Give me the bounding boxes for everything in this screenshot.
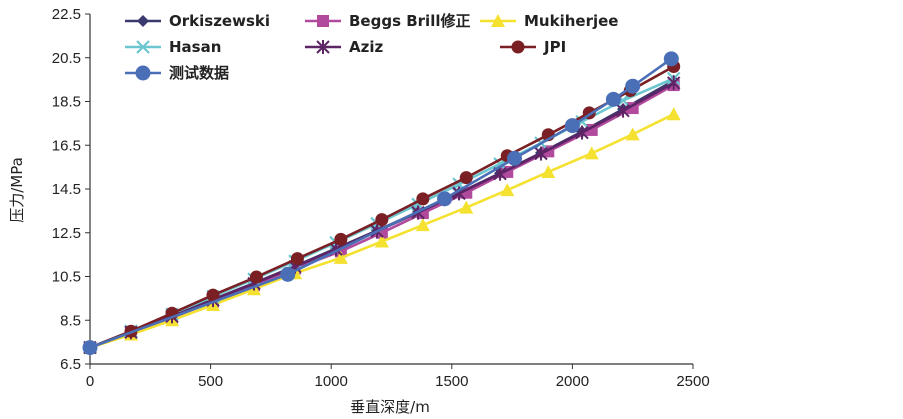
series-3-point — [500, 183, 515, 197]
legend-entry: Aziz — [305, 38, 383, 56]
legend-entry: Mukiherjee — [480, 12, 618, 30]
series-3-point — [584, 146, 599, 160]
legend-label: 测试数据 — [169, 64, 229, 82]
series-7-point — [280, 266, 296, 282]
series-5-point — [666, 75, 681, 90]
legend-entry: Hasan — [125, 38, 221, 56]
legend-label: Beggs Brill修正 — [349, 12, 471, 30]
series-7-point — [507, 150, 523, 166]
series-3-point — [541, 164, 556, 178]
series-6-point — [416, 192, 430, 206]
x-tick-label: 2500 — [676, 373, 709, 390]
x-tick-label: 1000 — [315, 373, 348, 390]
series-7-point — [82, 340, 98, 356]
series-3-point — [333, 250, 348, 264]
series-6-point — [290, 252, 304, 266]
legend-label: JPI — [543, 38, 566, 56]
series-6-point — [334, 232, 348, 246]
legend-swatch-marker — [317, 15, 329, 27]
series-5-point — [616, 103, 630, 118]
legend-entry: Orkiszewski — [125, 12, 270, 30]
x-tick-label: 0 — [86, 373, 94, 390]
legend-swatch-marker — [511, 40, 525, 54]
legend: Orkiszewski Beggs Brill修正 Mukiherjee Hasan A… — [125, 12, 618, 82]
y-tick-label: 16.5 — [52, 137, 81, 154]
marker-stroke — [616, 93, 630, 108]
y-tick-label: 12.5 — [52, 225, 81, 242]
series-6 — [83, 60, 681, 355]
series-7 — [82, 51, 679, 356]
series-3-point — [625, 127, 640, 141]
legend-swatch-marker — [491, 14, 505, 27]
x-axis-title: 垂直深度/m — [350, 398, 430, 416]
series-7-point — [564, 118, 580, 134]
legend-entry: Beggs Brill修正 — [305, 12, 471, 30]
y-tick-label: 14.5 — [52, 181, 81, 198]
series-3 — [83, 107, 681, 354]
series-7-line — [89, 57, 673, 349]
series-3-point — [666, 107, 681, 121]
series-6-point — [206, 288, 220, 302]
series-3-point — [415, 218, 430, 232]
legend-label: Hasan — [169, 38, 221, 56]
axes: 6.5 8.5 10.5 12.5 14.5 16.5 18.5 20.5 22.5 0 500 10… — [52, 6, 710, 390]
x-tick-label: 500 — [198, 373, 223, 390]
legend-entry: JPI — [500, 38, 566, 56]
series-3-point — [374, 234, 389, 248]
series-6-point — [375, 213, 389, 227]
y-tick-label: 18.5 — [52, 94, 81, 111]
x-tick-label: 1500 — [435, 373, 468, 390]
series-3-point — [459, 200, 474, 214]
series-5-point — [534, 146, 548, 161]
series-6-point — [249, 270, 263, 284]
legend-entry: 测试数据 — [125, 64, 229, 82]
y-axis-title: 压力/MPa — [8, 157, 26, 223]
series-group — [82, 51, 681, 356]
legend-label: Orkiszewski — [169, 12, 270, 30]
y-tick-label: 10.5 — [52, 269, 81, 286]
legend-swatch-marker — [316, 40, 330, 54]
legend-swatch-marker — [135, 65, 151, 81]
y-tick-label: 6.5 — [60, 356, 81, 373]
legend-label: Aziz — [349, 38, 383, 56]
series-7-point — [437, 191, 453, 207]
marker-stroke — [136, 40, 150, 54]
y-tick-label: 22.5 — [52, 6, 81, 23]
series-7-point — [625, 78, 641, 94]
series-7-point — [605, 91, 621, 107]
legend-swatch-marker — [137, 15, 149, 27]
y-tick-label: 20.5 — [52, 50, 81, 67]
series-6-point — [459, 171, 473, 185]
legend-swatch-marker — [136, 40, 150, 54]
x-tick-label: 2000 — [556, 373, 589, 390]
series-7-point — [663, 51, 679, 67]
y-tick-label: 8.5 — [60, 312, 81, 329]
legend-label: Mukiherjee — [524, 12, 618, 30]
